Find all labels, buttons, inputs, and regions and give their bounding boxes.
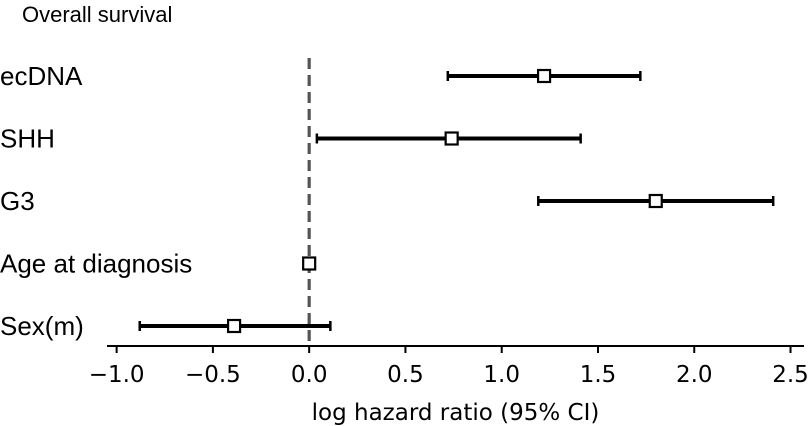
- x-tick-label: 0.5: [387, 362, 424, 388]
- row-mark: [537, 193, 775, 209]
- x-ticks: −1.0 −0.5 0.0 0.5 1.0 1.5 2.0 2.5: [89, 346, 808, 388]
- x-tick-label: 1.5: [580, 362, 617, 388]
- row-labels: ecDNA SHH G3 Age at diagnosis Sex(m): [0, 61, 192, 341]
- estimate-point: [536, 68, 552, 84]
- estimate-marks: [138, 68, 775, 334]
- row-mark: [446, 68, 642, 84]
- row-mark: [138, 318, 332, 334]
- row-label: Age at diagnosis: [0, 249, 192, 279]
- x-tick-label: −0.5: [185, 362, 241, 388]
- row-label: ecDNA: [0, 61, 83, 91]
- x-axis-label: log hazard ratio (95% CI): [312, 400, 600, 426]
- chart-title: Overall survival: [22, 2, 172, 27]
- x-tick-label: 2.0: [676, 362, 713, 388]
- x-tick-label: 0.0: [291, 362, 328, 388]
- estimate-point: [302, 256, 317, 271]
- row-mark: [315, 131, 582, 146]
- x-tick-label: 2.5: [772, 362, 808, 388]
- estimate-point: [648, 193, 663, 209]
- row-label: G3: [0, 186, 35, 216]
- x-tick-label: −1.0: [89, 362, 145, 388]
- x-tick-label: 1.0: [483, 362, 520, 388]
- estimate-point: [444, 131, 459, 146]
- row-mark: [302, 256, 317, 271]
- estimate-point: [226, 318, 242, 334]
- row-label: SHH: [0, 124, 55, 154]
- row-label: Sex(m): [0, 311, 84, 341]
